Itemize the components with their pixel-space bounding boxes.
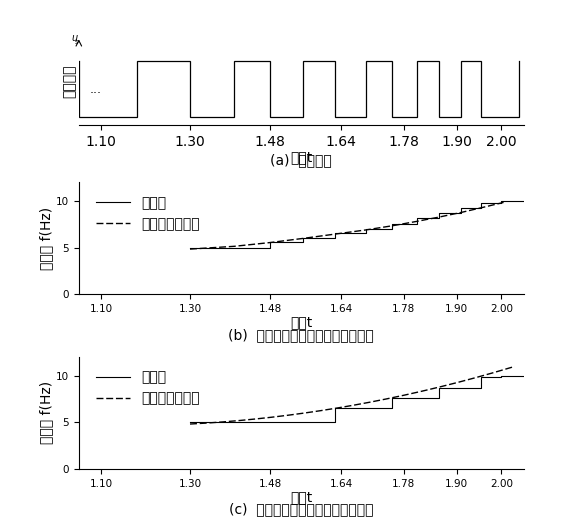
Y-axis label: 输出值 f(Hz): 输出值 f(Hz) [39,207,53,270]
Legend: 测周法, 线性拟合预测法: 测周法, 线性拟合预测法 [90,190,206,237]
Text: (a)  方波信号: (a) 方波信号 [270,154,332,168]
Text: u: u [72,33,78,43]
X-axis label: 时间t: 时间t [290,316,312,329]
X-axis label: 时间t: 时间t [290,150,312,164]
Legend: 测周法, 二次拟合预测法: 测周法, 二次拟合预测法 [90,365,206,411]
Y-axis label: 被测信号: 被测信号 [62,64,76,97]
Text: s: s [74,39,78,45]
X-axis label: 时间t: 时间t [290,490,312,504]
Y-axis label: 输出值 f(Hz): 输出值 f(Hz) [39,381,53,444]
Text: ...: ... [90,82,102,95]
Text: (b)  测周法和线性拟合预测法的比较: (b) 测周法和线性拟合预测法的比较 [229,328,374,342]
Text: (c)  测周法和二次拟合预测法的比较: (c) 测周法和二次拟合预测法的比较 [229,502,373,516]
